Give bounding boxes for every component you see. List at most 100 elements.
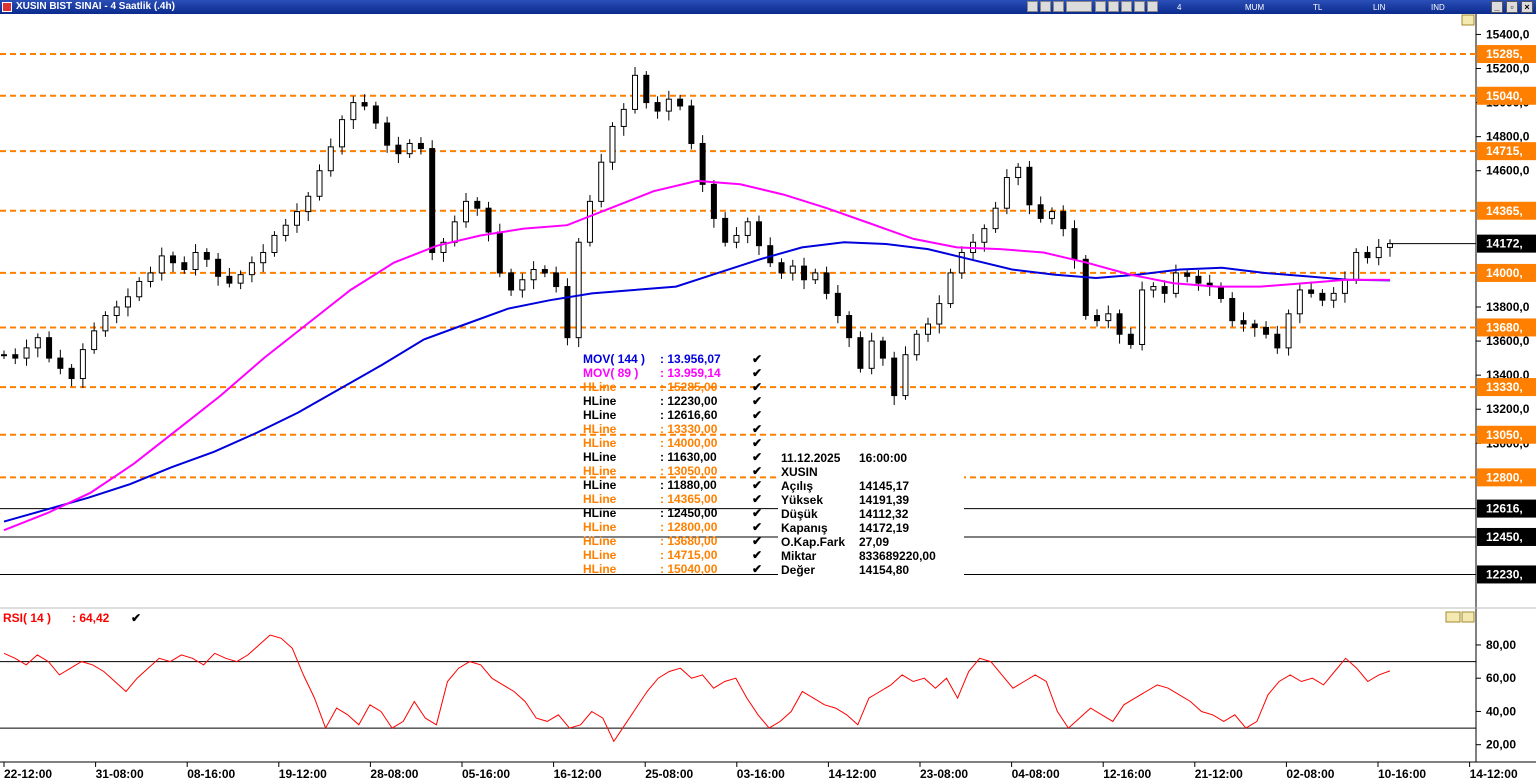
y-tick-label-3: 14800,0 [1486,130,1530,144]
print-tool-icon[interactable] [1053,1,1064,12]
legend-ma-check-1: ✔ [752,366,762,380]
candle-90 [1015,166,1022,179]
candle-36 [406,142,413,155]
indicator-selector[interactable]: IND [1431,3,1445,12]
legend-hline-check-6: ✔ [752,464,762,478]
minimize-button[interactable]: _ [1491,1,1503,13]
candle-72 [812,272,819,281]
candle-61 [688,105,695,144]
restore-button[interactable]: ▫ [1506,1,1518,13]
legend-hline-name-13: HLine [583,562,617,576]
candle-55 [620,108,627,127]
rsi-tick-label-0: 80,00 [1486,638,1516,652]
candle-77 [868,340,875,369]
info-value-0: 14145,17 [859,479,909,493]
legend-hline-check-3: ✔ [752,422,762,436]
candle-65 [733,234,740,243]
candle-2 [23,347,30,359]
hline-axis-labels: 15285, 12230, 12616, 13330, 14000, 13050, 1436… [1390,45,1536,584]
close-button[interactable]: × [1521,1,1533,13]
hline-axis-tag-4 [1477,263,1536,282]
candle-79 [891,357,898,397]
legend-hline-value-10: : 12800,00 [660,520,718,534]
legend-hline-value-7: : 11880,00 [660,478,717,492]
rsi-panel-menu-icon[interactable] [1445,611,1461,623]
legend-hline-value-5: : 11630,00 [660,450,717,464]
candle-100 [1127,333,1134,345]
chart-tool-icon[interactable] [1027,1,1038,12]
ma-line-0 [3,241,1391,523]
rsi-line [3,634,1391,743]
candle-39 [440,241,447,253]
candle-38 [429,148,436,253]
last-price-label: 14172, [1486,237,1523,251]
hline-axis-label-3: 13330, [1486,380,1523,394]
legend-hline-check-2: ✔ [752,408,762,422]
candle-92 [1037,204,1044,219]
panel-menu-icon[interactable] [1461,14,1475,26]
scale-selector[interactable]: LIN [1373,3,1386,12]
x-tick-label-7: 25-08:00 [645,767,693,781]
x-tick-label-9: 14-12:00 [828,767,876,781]
legend-hline-name-4: HLine [583,436,617,450]
app-icon [2,2,12,12]
chart-type-selector[interactable]: MUM [1245,3,1265,12]
legend-hline-check-9: ✔ [752,506,762,520]
candle-115 [1296,289,1303,315]
rsi-panel-close-icon[interactable] [1461,611,1475,623]
time-axis: 22-12:00 31-08:00 08-16:00 19-12:00 28-08:00… [3,762,1518,781]
candle-82 [925,323,931,335]
candle-43 [485,207,492,233]
candle-106 [1195,275,1202,284]
settings-tool-icon[interactable] [1066,1,1092,12]
candle-50 [564,286,571,339]
candle-108 [1217,286,1224,299]
arrow-tool-icon[interactable] [1147,1,1158,12]
hline-axis-label-8: 14365, [1486,204,1523,218]
zoom-tool-icon[interactable] [1040,1,1051,12]
y-tick-label-1: 15200,0 [1486,62,1530,76]
hline-axis-label-4: 14000, [1486,266,1523,280]
y-tick-label-4: 14600,0 [1486,164,1530,178]
period-selector[interactable]: 4 Saatlik [1177,3,1202,26]
legend-hline-name-0: HLine [583,380,617,394]
grid-tool-icon[interactable] [1095,1,1106,12]
x-tick-label-10: 23-08:00 [920,767,968,781]
info-value-6: 14154,80 [859,563,909,577]
candle-0 [1,354,7,357]
candle-4 [46,337,53,359]
rsi-tick-label-1: 60,00 [1486,671,1516,685]
candle-60 [677,98,684,107]
flag-tool-icon[interactable] [1134,1,1145,12]
candle-11 [124,296,131,308]
bar-tool-icon[interactable] [1108,1,1119,12]
candle-95 [1071,228,1078,260]
x-tick-label-11: 04-08:00 [1012,767,1060,781]
candle-76 [857,337,864,369]
candle-102 [1150,286,1157,291]
rsi-panel: 80,00 60,00 40,00 20,00 RSI( 14 ): 64,42 ✔ [0,611,1516,752]
candle-35 [395,144,402,155]
window-title: XUSIN BIST SINAI - 4 Saatlik (.4h) [16,1,175,12]
line-tool-icon[interactable] [1121,1,1132,12]
candle-28 [316,170,323,197]
hline-axis-label-9: 12450, [1486,530,1523,544]
candle-1 [12,354,19,359]
candle-34 [384,122,391,146]
x-tick-label-3: 19-12:00 [279,767,327,781]
legend-hline-value-9: : 12450,00 [660,506,718,520]
candle-120 [1353,251,1360,281]
candle-57 [643,74,650,104]
ma-line-1 [3,179,1391,532]
candlesticks [1,66,1393,405]
legend-hline-check-4: ✔ [752,436,762,450]
candle-111 [1251,323,1258,328]
legend-hline-check-11: ✔ [752,534,762,548]
legend-hline-check-8: ✔ [752,492,762,506]
hline-axis-label-12: 14715, [1486,144,1523,158]
currency-selector[interactable]: TL [1313,3,1323,12]
legend-hline-name-9: HLine [583,506,617,520]
candle-68 [767,245,774,264]
candle-109 [1229,297,1236,322]
